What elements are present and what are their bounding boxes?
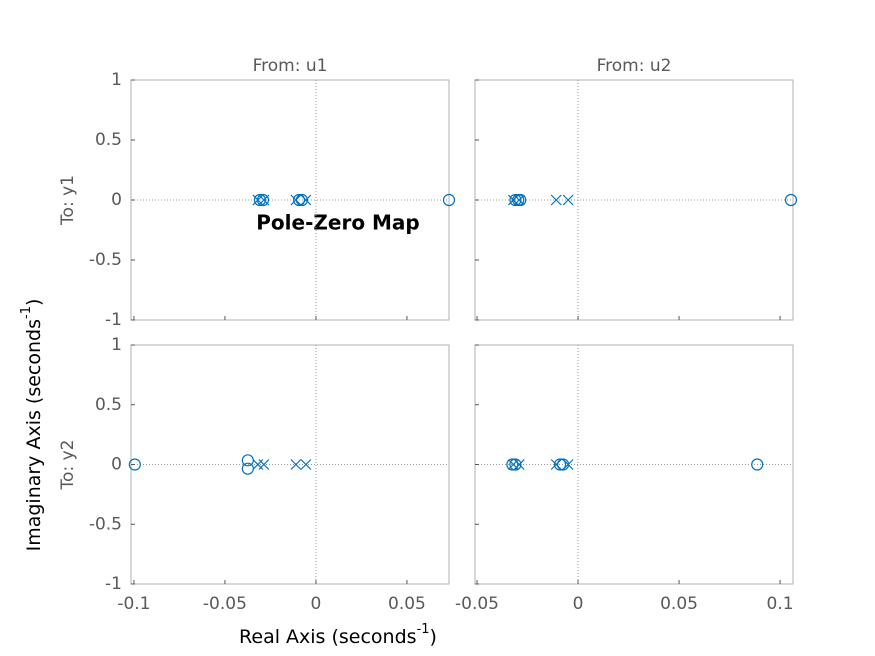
y-tick-label: 0: [111, 455, 122, 475]
x-axis-label: Real Axis (seconds-1): [239, 622, 437, 648]
column-label: From: u1: [253, 56, 328, 76]
y-label-sup: -1: [19, 306, 34, 319]
y-tick-label: 0: [111, 190, 122, 210]
zero-marker: [253, 193, 266, 207]
pole-marker: [550, 194, 562, 206]
zero-marker: [751, 458, 764, 471]
y-tick-label: 0.5: [95, 130, 122, 150]
x-tick-label: -0.1: [117, 594, 150, 614]
zero-marker: [784, 193, 798, 207]
row-label: To: y2: [58, 440, 78, 491]
zero-marker: [442, 193, 456, 207]
y-tick-label: -0.5: [89, 514, 122, 534]
zero-marker: [256, 193, 270, 207]
zero-marker: [128, 458, 141, 471]
pole-marker: [513, 459, 525, 470]
column-label: From: u2: [597, 56, 672, 76]
y-label-text: Imaginary Axis (seconds: [23, 319, 45, 551]
pole-marker: [300, 459, 312, 470]
x-label-sup: -1: [417, 622, 430, 637]
y-tick-label: 1: [111, 335, 122, 355]
pole-marker: [300, 194, 312, 206]
zero-marker: [292, 193, 306, 207]
zero-marker: [509, 193, 522, 207]
y-axis-label: Imaginary Axis (seconds-1): [19, 299, 45, 552]
y-tick-label: -1: [105, 574, 122, 594]
x-label-end: ): [430, 626, 437, 648]
y-tick-label: 0.5: [95, 395, 122, 415]
zero-marker: [295, 193, 309, 207]
y-tick-label: 1: [111, 70, 122, 90]
zero-marker: [241, 462, 254, 475]
y-label-end: ): [23, 299, 45, 306]
x-tick-label: 0.05: [660, 594, 698, 614]
pole-marker: [562, 194, 574, 206]
x-tick-label: 0: [573, 594, 584, 614]
pole-marker: [550, 459, 562, 470]
x-tick-label: -0.05: [203, 594, 247, 614]
zero-marker: [509, 458, 522, 471]
zero-marker: [506, 458, 519, 471]
x-tick-label: 0.05: [388, 594, 426, 614]
row-label: To: y1: [58, 175, 78, 226]
y-tick-label: -1: [105, 310, 122, 330]
x-tick-label: 0: [311, 594, 322, 614]
chart-title: Pole-Zero Map: [256, 211, 419, 235]
x-label-text: Real Axis (seconds: [239, 626, 417, 648]
zero-marker: [553, 458, 567, 471]
zero-marker: [514, 193, 527, 207]
pole-marker: [290, 459, 302, 470]
x-tick-label: 0.1: [767, 594, 794, 614]
x-tick-label: -0.05: [455, 594, 499, 614]
pole-marker: [258, 459, 270, 470]
zero-marker: [556, 458, 570, 471]
zero-marker: [241, 454, 254, 467]
y-tick-label: -0.5: [89, 250, 122, 270]
